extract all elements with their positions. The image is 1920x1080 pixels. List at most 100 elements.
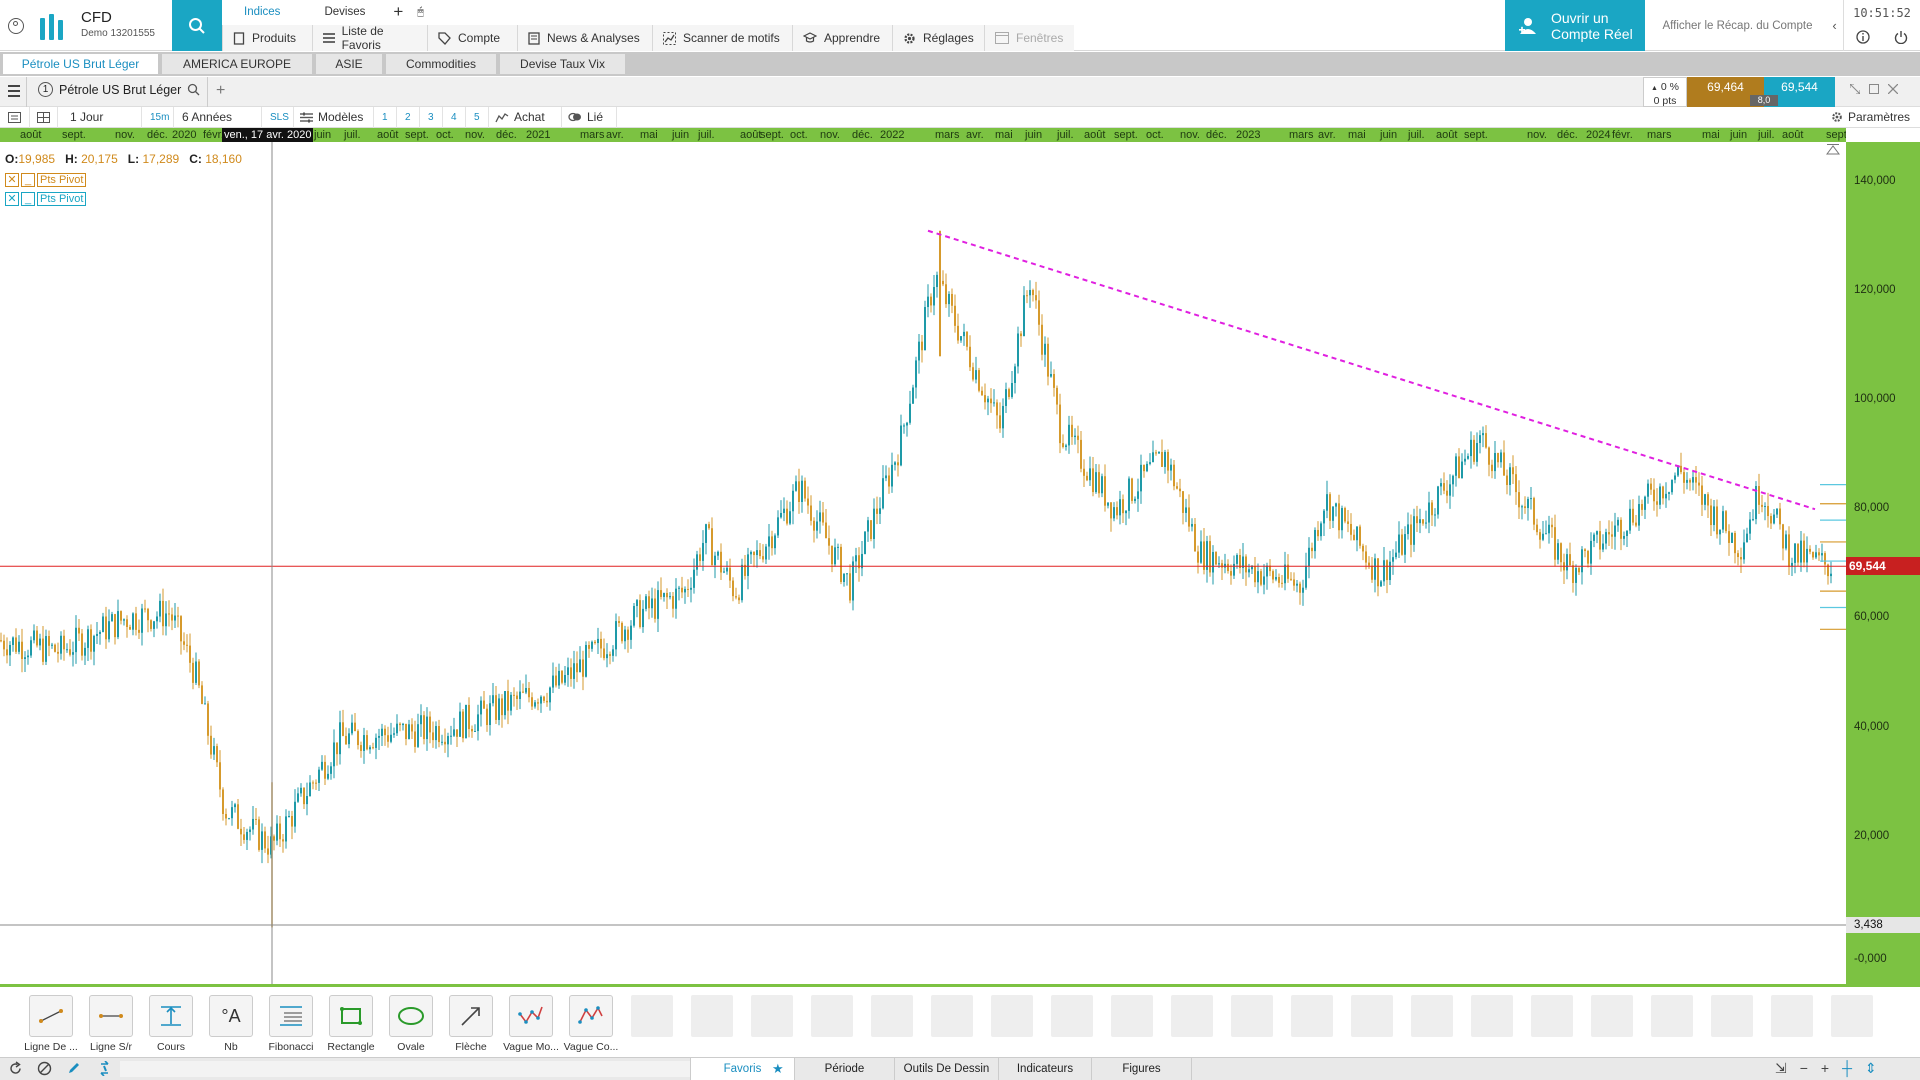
layout-grid-icon[interactable] [30,106,58,128]
empty-tool-slot[interactable] [1051,995,1093,1037]
empty-tool-slot[interactable] [1771,995,1813,1037]
hamburger-menu-icon[interactable] [8,85,20,97]
empty-tool-slot[interactable] [991,995,1033,1037]
layout-4[interactable]: 4 [443,106,466,128]
chart-canvas[interactable] [0,142,1846,984]
chevron-left-icon[interactable]: ‹ [1832,18,1837,33]
arrow-tool[interactable]: Flèche [441,995,501,1053]
menu-produits[interactable]: Produits [222,25,312,51]
layout-5[interactable]: 5 [466,106,489,128]
link-button[interactable]: Lié [562,106,617,128]
cancel-icon[interactable] [37,1061,52,1079]
empty-tool-slot[interactable] [1291,995,1333,1037]
indicator-settings-icon[interactable]: _ [21,191,35,206]
menu-reglages[interactable]: Réglages [892,25,984,51]
workspace-tab-devise-taux-vix[interactable]: Devise Taux Vix [500,54,625,74]
menu-news[interactable]: News & Analyses [517,25,652,51]
add-chart-button[interactable]: + [216,82,226,99]
info-icon[interactable] [1856,30,1870,44]
workspace-tab-commodities[interactable]: Commodities [386,54,496,74]
quick-interval-15m[interactable]: 15m [142,106,174,128]
empty-tool-slot[interactable] [1831,995,1873,1037]
empty-tool-slot[interactable] [1231,995,1273,1037]
text-tool[interactable]: °A Nb [201,995,261,1053]
menu-apprendre[interactable]: Apprendre [792,25,892,51]
empty-tool-slot[interactable] [631,995,673,1037]
bottom-tab-periode[interactable]: Période [794,1058,894,1080]
user-profile-icon[interactable] [0,0,32,51]
empty-tool-slot[interactable] [1351,995,1393,1037]
buy-button[interactable]: Achat [489,106,562,128]
scroll-to-top-icon[interactable] [1826,143,1840,155]
price-axis[interactable]: 140,000 120,000 100,000 80,000 60,000 40,000 2… [1846,142,1920,984]
remove-indicator-icon[interactable]: ✕ [5,191,19,206]
trend-line-tool[interactable]: Ligne De ... [21,995,81,1053]
vertical-fit-icon[interactable]: ⇕ [1865,1060,1877,1076]
indicator-pivot-1[interactable]: ✕ _ Pts Pivot [5,172,87,187]
crosshair-icon[interactable]: ┼ [1842,1060,1853,1076]
search-icon[interactable] [187,83,200,96]
chart-settings-button[interactable]: Paramètres [1825,107,1920,128]
layout-1[interactable]: 1 [374,106,397,128]
empty-tool-slot[interactable] [871,995,913,1037]
zoom-out-icon[interactable]: − [1799,1060,1808,1076]
interval-select[interactable]: 1 Jour [58,106,142,128]
magnet-icon[interactable] [98,1060,113,1079]
add-tab-button[interactable]: + [393,2,404,21]
power-icon[interactable] [1894,30,1908,44]
remove-indicator-icon[interactable]: ✕ [5,172,19,187]
menu-compte[interactable]: Compte [427,25,517,51]
auto-scale-icon[interactable]: ⇲ [1775,1060,1787,1076]
refresh-icon[interactable] [8,1061,23,1079]
empty-tool-slot[interactable] [1111,995,1153,1037]
bottom-tab-indicateurs[interactable]: Indicateurs [998,1058,1091,1080]
star-icon[interactable]: ★ [772,1061,784,1076]
workspace-tab-america-europe[interactable]: AMERICA EUROPE [162,54,312,74]
range-select[interactable]: 6 Années [174,106,262,128]
oval-tool[interactable]: Ovale [381,995,441,1053]
close-icon[interactable] [1888,84,1898,94]
pencil-icon[interactable] [66,1061,81,1079]
empty-tool-slot[interactable] [691,995,733,1037]
support-resistance-tool[interactable]: Ligne S/r [81,995,141,1053]
sls-toggle[interactable]: SLS [262,106,294,128]
workspace-tab-petrole[interactable]: Pétrole US Brut Léger [3,54,158,74]
corrective-wave-tool[interactable]: Vague Co... [561,995,621,1053]
maximize-icon[interactable] [1869,84,1879,94]
layout-2[interactable]: 2 [397,106,420,128]
empty-tool-slot[interactable] [931,995,973,1037]
bottom-tab-favoris[interactable]: Favoris ★ [690,1058,794,1080]
empty-tool-slot[interactable] [1471,995,1513,1037]
tab-indices[interactable]: Indices [244,6,281,18]
mouse-settings-icon[interactable]: 🖱 [417,6,424,18]
menu-favoris[interactable]: Liste de Favoris [312,24,427,52]
empty-tool-slot[interactable] [1171,995,1213,1037]
fibonacci-tool[interactable]: Fibonacci [261,995,321,1053]
tab-devises[interactable]: Devises [324,6,366,18]
empty-tool-slot[interactable] [1411,995,1453,1037]
bottom-tab-outils[interactable]: Outils De Dessin [894,1058,998,1080]
menu-scanner[interactable]: Scanner de motifs [652,25,792,51]
price-tool[interactable]: Cours [141,995,201,1053]
empty-tool-slot[interactable] [751,995,793,1037]
account-summary-button[interactable]: Afficher le Récap. du Compte [1662,19,1813,32]
menu-fenetres[interactable]: Fenêtres [984,25,1074,51]
impulse-wave-tool[interactable]: Vague Mo... [501,995,561,1053]
rectangle-tool[interactable]: Rectangle [321,995,381,1053]
bottom-tab-figures[interactable]: Figures [1091,1058,1191,1080]
empty-tool-slot[interactable] [811,995,853,1037]
workspace-tab-asie[interactable]: ASIE [316,54,382,74]
price-chart[interactable] [0,142,1846,984]
layout-3[interactable]: 3 [420,106,443,128]
open-real-account-button[interactable]: Ouvrir un Compte Réel [1505,0,1645,51]
chart-list-icon[interactable] [0,106,30,128]
empty-tool-slot[interactable] [1651,995,1693,1037]
empty-tool-slot[interactable] [1531,995,1573,1037]
zoom-in-icon[interactable]: + [1820,1060,1830,1076]
templates-button[interactable]: Modèles [294,106,374,128]
indicator-settings-icon[interactable]: _ [21,172,35,187]
fullscreen-icon[interactable] [1850,84,1860,94]
instrument-selector[interactable]: 1 Pétrole US Brut Léger [38,82,200,97]
empty-tool-slot[interactable] [1591,995,1633,1037]
search-button[interactable] [172,0,222,51]
